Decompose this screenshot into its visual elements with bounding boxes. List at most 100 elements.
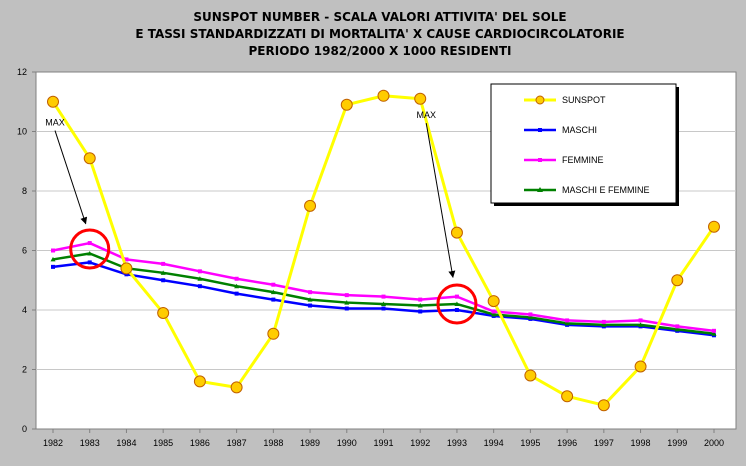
legend-item-sunspot: SUNSPOT	[524, 95, 606, 105]
data-point	[418, 309, 423, 314]
y-tick-label: 6	[22, 246, 27, 256]
y-tick-label: 12	[17, 67, 27, 77]
data-point	[307, 297, 313, 302]
data-point	[340, 98, 353, 111]
data-point	[712, 328, 716, 333]
data-point	[344, 306, 349, 311]
data-point	[157, 306, 170, 319]
data-point	[711, 331, 717, 336]
data-point	[87, 260, 92, 265]
data-point	[601, 322, 607, 327]
title-line-3: PERIODO 1982/2000 X 1000 RESIDENTI	[249, 44, 512, 58]
data-point	[377, 89, 390, 102]
x-tick-label: 1999	[667, 438, 687, 448]
x-tick-label: 1984	[116, 438, 136, 448]
x-tick-label: 1996	[557, 438, 577, 448]
annotation-arrow	[54, 130, 88, 225]
legend-label: SUNSPOT	[562, 95, 606, 105]
data-point	[487, 295, 500, 308]
data-point	[161, 278, 166, 283]
series-femmine	[51, 241, 716, 333]
data-point	[230, 381, 243, 394]
data-point	[124, 257, 129, 262]
data-point	[638, 318, 643, 323]
legend-swatch-marker	[535, 95, 545, 105]
data-point	[418, 297, 423, 302]
data-point	[87, 250, 93, 256]
legend-box-shadow	[676, 87, 679, 206]
data-point	[634, 360, 647, 373]
data-point	[50, 256, 56, 262]
data-point	[638, 322, 644, 327]
series-maschi-e-femmine	[50, 250, 717, 336]
data-point	[234, 283, 240, 289]
x-tick-label: 2000	[704, 438, 724, 448]
data-point	[161, 261, 166, 266]
data-point	[564, 320, 570, 326]
data-point	[528, 312, 533, 317]
data-point	[271, 297, 276, 302]
x-tick-label: 1995	[520, 438, 540, 448]
x-tick-label: 1993	[447, 438, 467, 448]
data-point	[197, 269, 202, 274]
data-point	[708, 220, 720, 233]
data-point	[601, 319, 606, 324]
legend-swatch-marker	[538, 158, 542, 162]
data-point	[454, 294, 459, 299]
data-point	[160, 270, 166, 275]
annotation-circle	[69, 228, 111, 270]
x-tick-label: 1992	[410, 438, 430, 448]
data-point	[193, 375, 206, 388]
data-point	[565, 318, 570, 323]
data-point	[450, 226, 463, 239]
x-tick-label: 1986	[190, 438, 210, 448]
data-point	[491, 311, 497, 317]
series-sunspot	[47, 89, 720, 412]
data-point	[381, 306, 386, 311]
x-tick-label: 1997	[594, 438, 614, 448]
annotation-max: MAX	[416, 110, 436, 120]
legend-label: MASCHI	[562, 125, 597, 135]
data-point	[597, 399, 610, 412]
data-point	[308, 290, 313, 295]
x-tick-label: 1988	[263, 438, 283, 448]
title-line-1: SUNSPOT NUMBER - SCALA VALORI ATTIVITA' …	[193, 10, 566, 24]
x-tick-label: 1991	[373, 438, 393, 448]
data-point	[675, 324, 680, 329]
series-layer	[47, 89, 720, 412]
y-axis: 0 2 4 6 8 10 12	[17, 67, 36, 434]
x-tick-label: 1985	[153, 438, 173, 448]
legend-box	[490, 83, 677, 204]
data-point	[270, 289, 276, 295]
data-point	[267, 327, 280, 340]
title-line-2: E TASSI STANDARDIZZATI DI MORTALITA' X C…	[135, 27, 624, 41]
data-point	[197, 276, 203, 281]
data-point	[527, 314, 533, 320]
x-axis: 1982 1983 1984 1985 1986 1987 1988 1989 1990 1991…	[43, 429, 724, 448]
data-point	[344, 300, 350, 305]
x-tick-label: 1982	[43, 438, 63, 448]
x-tick-label: 1990	[337, 438, 357, 448]
data-point	[381, 294, 386, 299]
y-tick-label: 0	[22, 424, 27, 434]
data-point	[417, 303, 423, 308]
data-point	[51, 248, 55, 253]
legend-swatch-marker	[538, 128, 542, 132]
x-tick-label: 1994	[484, 438, 504, 448]
y-tick-label: 8	[22, 186, 27, 196]
data-point	[271, 282, 276, 287]
x-tick-label: 1987	[227, 438, 247, 448]
legend-item-femmine: FEMMINE	[524, 155, 604, 165]
data-point	[120, 262, 133, 275]
annotations-layer: MAX MAX	[45, 110, 478, 325]
legend-label: MASCHI E FEMMINE	[562, 185, 650, 195]
data-point	[234, 291, 239, 296]
data-point	[414, 92, 427, 105]
data-point	[381, 301, 386, 307]
x-tick-label: 1998	[631, 438, 651, 448]
legend-swatch-marker	[537, 187, 543, 192]
annotation-arrow	[425, 123, 456, 278]
annotation-circle	[436, 283, 478, 325]
x-tick-label: 1989	[300, 438, 320, 448]
